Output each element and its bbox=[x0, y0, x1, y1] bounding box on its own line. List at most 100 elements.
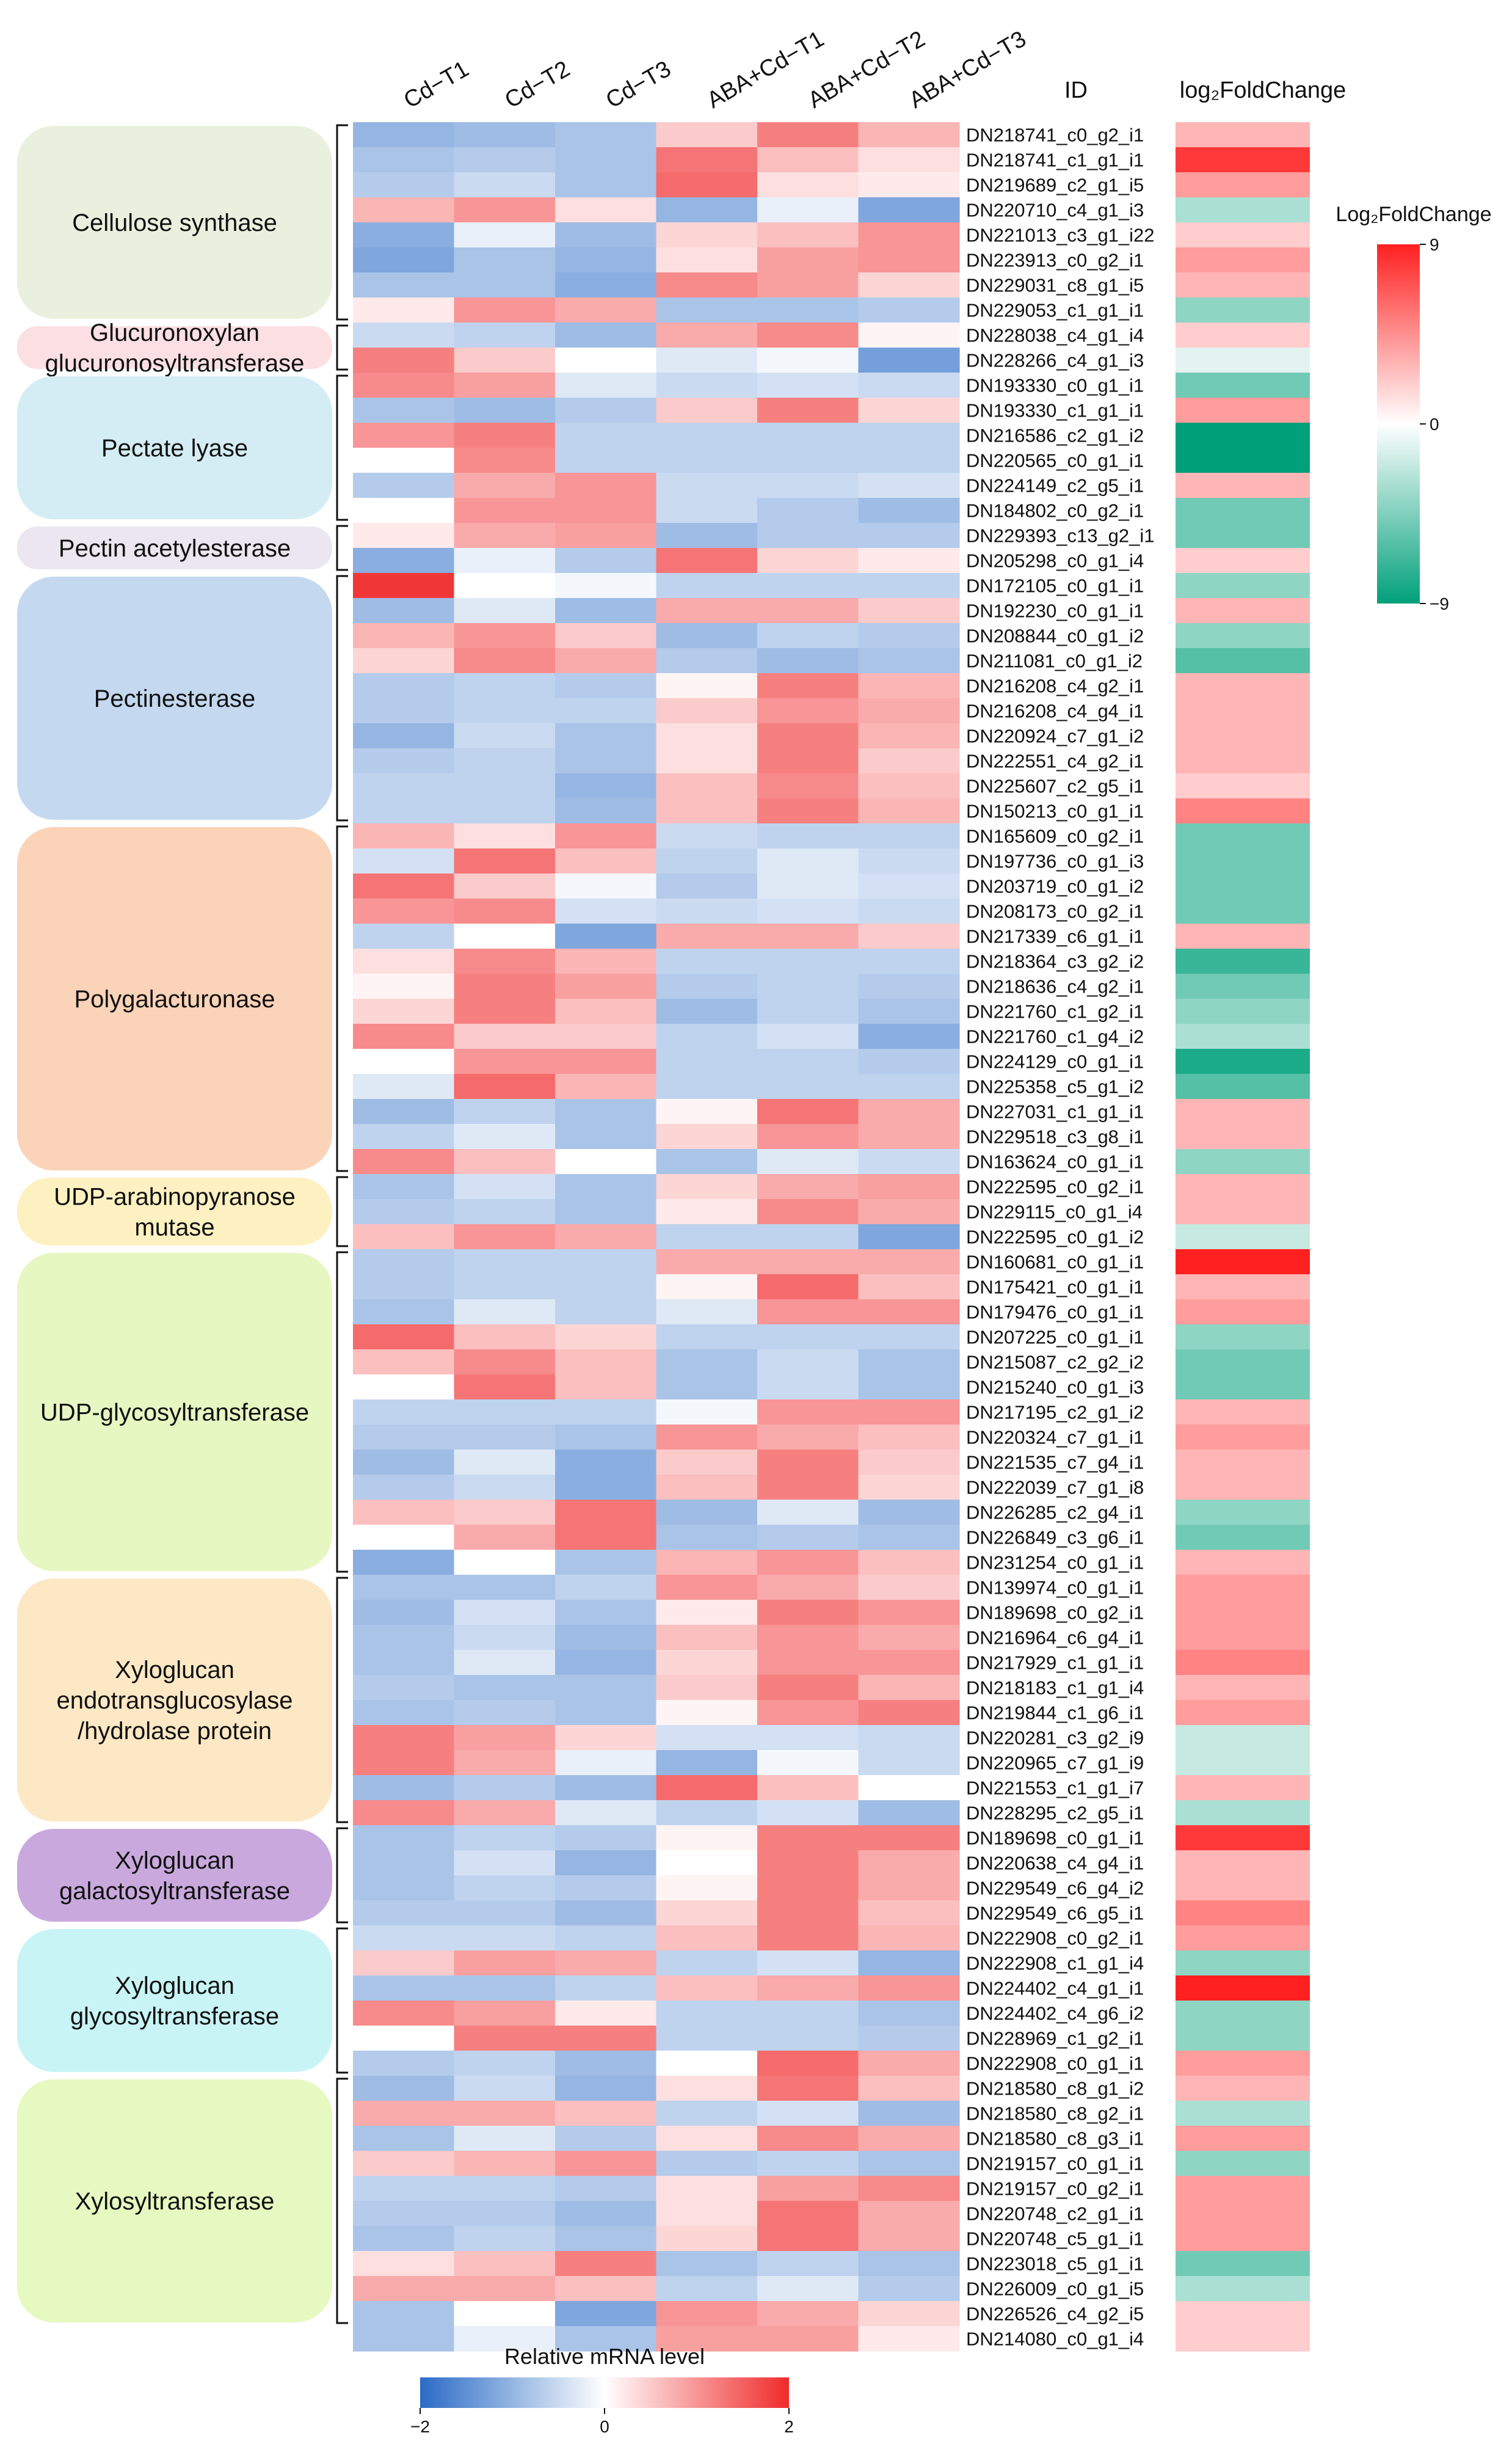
row-id-label: DN218183_c1_g1_i4 bbox=[966, 1677, 1144, 1699]
fold-change-cell bbox=[1176, 2201, 1310, 2227]
heatmap-cell bbox=[757, 748, 859, 774]
fold-change-cell bbox=[1176, 1600, 1310, 1625]
heatmap-cell bbox=[757, 2301, 859, 2327]
heatmap-cell bbox=[858, 2051, 960, 2076]
heatmap-cell bbox=[353, 2026, 455, 2051]
heatmap-cell bbox=[353, 723, 455, 749]
heatmap-cell bbox=[454, 924, 556, 949]
heatmap-cell bbox=[353, 2076, 455, 2101]
heatmap-cell bbox=[454, 2326, 556, 2352]
heatmap-cell bbox=[454, 1875, 556, 1901]
heatmap-cell bbox=[454, 398, 556, 423]
heatmap-cell bbox=[353, 1249, 455, 1275]
heatmap-cell bbox=[555, 1500, 657, 1525]
fold-change-cell bbox=[1176, 297, 1310, 323]
row-id-label: DN216586_c2_g1_i2 bbox=[966, 425, 1144, 447]
heatmap-cell bbox=[555, 1124, 657, 1150]
heatmap-cell bbox=[555, 498, 657, 523]
row-id-label: DN221760_c1_g4_i2 bbox=[966, 1026, 1144, 1048]
row-id-label: DN227031_c1_g1_i1 bbox=[966, 1101, 1144, 1123]
heatmap-cell bbox=[757, 1950, 859, 1976]
heatmap-cell bbox=[757, 848, 859, 874]
heatmap-cell bbox=[858, 2176, 960, 2201]
heatmap-cell bbox=[454, 247, 556, 273]
heatmap-cell bbox=[454, 748, 556, 774]
heatmap-cell bbox=[656, 523, 758, 549]
row-id-label: DN220565_c0_g1_i1 bbox=[966, 450, 1144, 472]
heatmap-cell bbox=[555, 1199, 657, 1225]
heatmap-cell bbox=[454, 773, 556, 799]
heatmap-cell bbox=[454, 1950, 556, 1976]
heatmap-cell bbox=[757, 2126, 859, 2151]
heatmap-cell bbox=[353, 2176, 455, 2201]
fc-legend-bar bbox=[1377, 244, 1420, 604]
heatmap-cell bbox=[454, 1324, 556, 1350]
heatmap-cell bbox=[757, 1299, 859, 1325]
fold-change-cell bbox=[1176, 748, 1310, 774]
heatmap-cell bbox=[454, 1600, 556, 1625]
heatmap-cell bbox=[555, 648, 657, 674]
row-id-label: DN219157_c0_g2_i1 bbox=[966, 2178, 1144, 2200]
heatmap-cell bbox=[454, 1424, 556, 1450]
fold-change-cell bbox=[1176, 1500, 1310, 1525]
row-id-label: DN208844_c0_g1_i2 bbox=[966, 626, 1144, 647]
heatmap-cell bbox=[454, 573, 556, 599]
heatmap-cell bbox=[454, 2276, 556, 2302]
row-id-label: DN175421_c0_g1_i1 bbox=[966, 1277, 1144, 1298]
row-id-label: DN217339_c6_g1_i1 bbox=[966, 926, 1144, 947]
heatmap-cell bbox=[858, 2101, 960, 2126]
fold-change-cell bbox=[1176, 1750, 1310, 1776]
heatmap-cell bbox=[555, 423, 657, 448]
heatmap-cell bbox=[454, 1725, 556, 1751]
group-box bbox=[17, 527, 332, 569]
row-id-label: DN193330_c0_g1_i1 bbox=[966, 375, 1144, 396]
heatmap-cell bbox=[353, 1274, 455, 1300]
row-id-label: DN216964_c6_g4_i1 bbox=[966, 1627, 1144, 1649]
heatmap-cell bbox=[555, 1575, 657, 1600]
heatmap-cell bbox=[858, 247, 960, 273]
heatmap-cell bbox=[454, 147, 556, 173]
heatmap-cell bbox=[353, 1424, 455, 1450]
fold-change-cell bbox=[1176, 1825, 1310, 1851]
fold-change-cell bbox=[1176, 1274, 1310, 1300]
heatmap-cell bbox=[353, 2151, 455, 2176]
column-label: Cd−T2 bbox=[501, 56, 575, 114]
heatmap-cell bbox=[555, 1274, 657, 1300]
heatmap-cell bbox=[353, 2001, 455, 2026]
fold-change-cell bbox=[1176, 1049, 1310, 1074]
heatmap-cell bbox=[656, 1675, 758, 1701]
row-id-label: DN229031_c8_g1_i5 bbox=[966, 275, 1144, 296]
fold-change-cell bbox=[1176, 2101, 1310, 2126]
heatmap-cell bbox=[656, 1024, 758, 1049]
heatmap-cell bbox=[757, 723, 859, 749]
row-id-label: DN228969_c1_g2_i1 bbox=[966, 2028, 1144, 2049]
group-box bbox=[17, 376, 332, 519]
heatmap-cell bbox=[555, 1775, 657, 1801]
heatmap-cell bbox=[656, 1950, 758, 1976]
heatmap-cell bbox=[353, 1650, 455, 1676]
fold-change-cell bbox=[1176, 1550, 1310, 1575]
heatmap-cell bbox=[656, 197, 758, 223]
heatmap-cell bbox=[353, 1174, 455, 1200]
heatmap-cell bbox=[555, 949, 657, 974]
heatmap-cell bbox=[555, 2251, 657, 2277]
heatmap-cell bbox=[757, 1249, 859, 1275]
heatmap-cell bbox=[858, 2201, 960, 2227]
heatmap-cell bbox=[757, 598, 859, 624]
heatmap-cell bbox=[454, 2176, 556, 2201]
heatmap-cell bbox=[858, 1950, 960, 1976]
fold-change-cell bbox=[1176, 1099, 1310, 1125]
heatmap-cell bbox=[757, 1274, 859, 1300]
row-id-label: DN220710_c4_g1_i3 bbox=[966, 200, 1144, 221]
group-label: UDP-glycosyltransferase bbox=[40, 1399, 309, 1426]
heatmap-cell bbox=[656, 598, 758, 624]
group-label: /hydrolase protein bbox=[78, 1718, 272, 1745]
heatmap-cell bbox=[555, 398, 657, 423]
heatmap-cell bbox=[555, 1675, 657, 1701]
heatmap-cell bbox=[757, 2326, 859, 2352]
row-id-label: DN218741_c0_g2_i1 bbox=[966, 125, 1144, 146]
heatmap-cell bbox=[353, 172, 455, 198]
group-label: Xyloglucan bbox=[115, 1847, 234, 1874]
heatmap-cell bbox=[757, 1550, 859, 1575]
row-id-label: DN221535_c7_g4_i1 bbox=[966, 1452, 1144, 1473]
